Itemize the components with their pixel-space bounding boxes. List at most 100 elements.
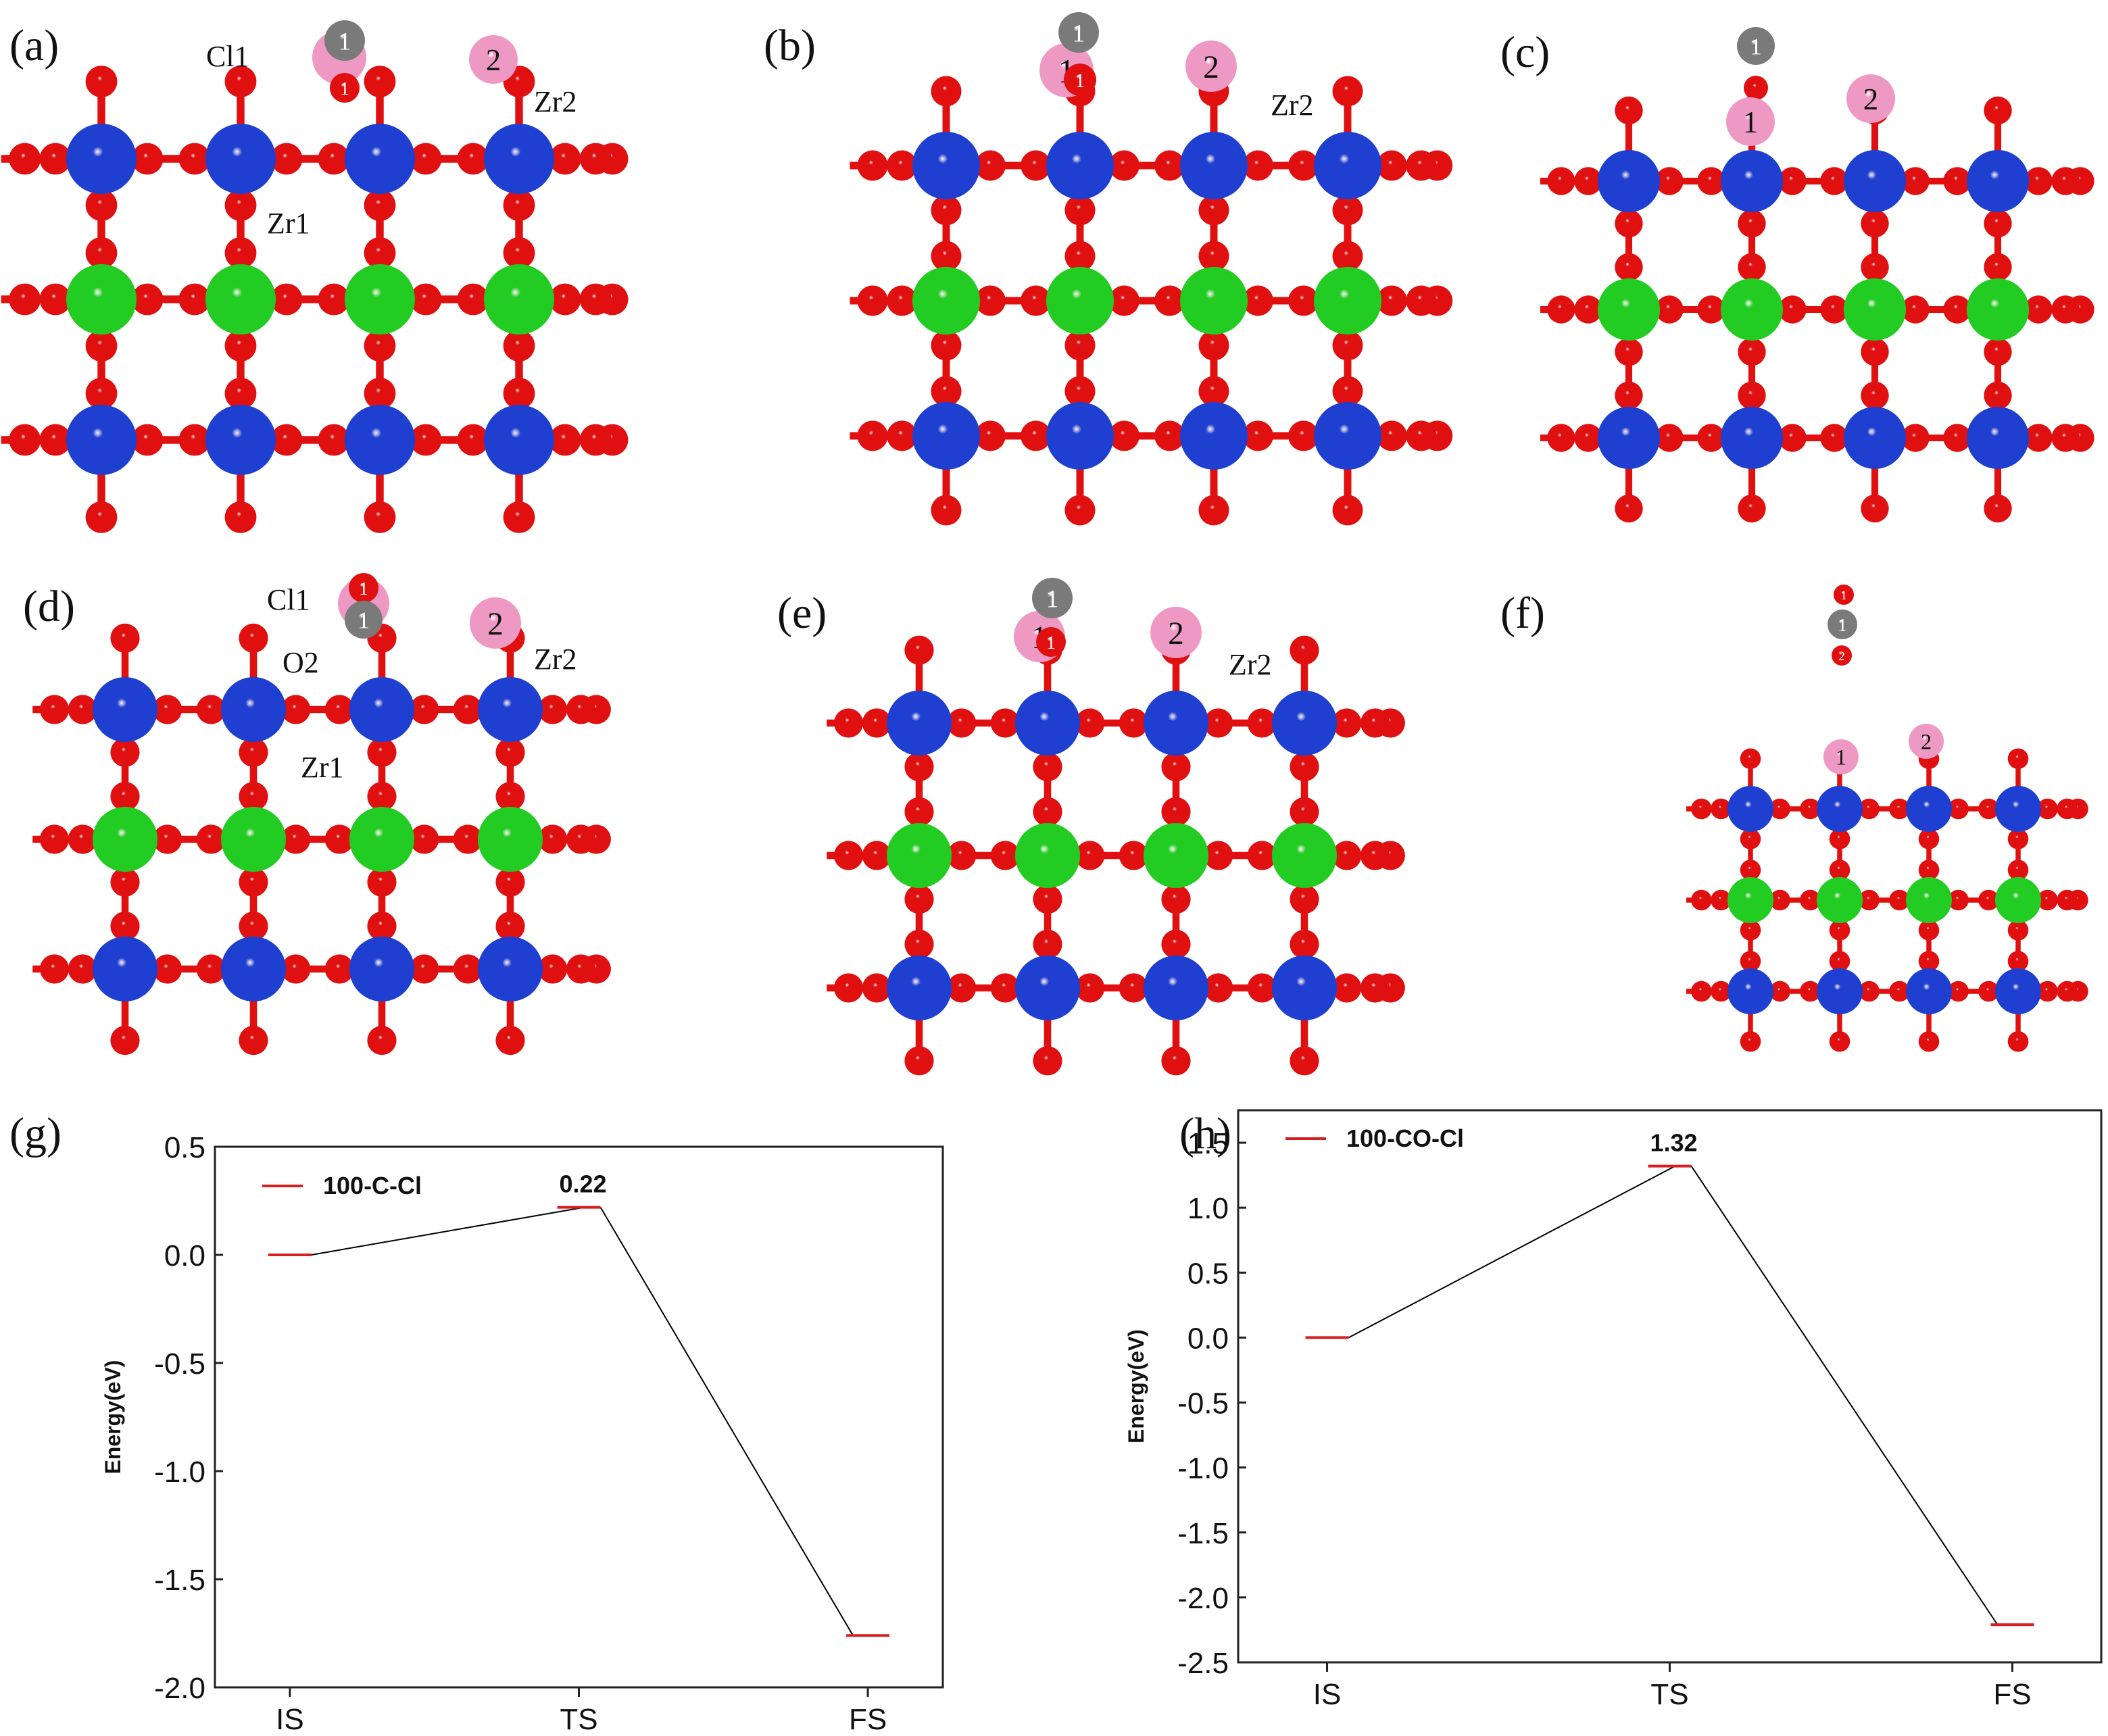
zirconium-atom <box>1598 150 1660 212</box>
oxygen-atom <box>975 420 1006 451</box>
oxygen-atom <box>1161 885 1191 914</box>
yttrium-atom <box>66 264 137 334</box>
oxygen-atom <box>318 143 350 175</box>
oxygen-atom <box>1918 951 1940 972</box>
panel-label-c: (c) <box>1500 28 1550 77</box>
oxygen-atom <box>239 867 268 897</box>
oxygen-atom <box>495 737 525 767</box>
oxygen-atom <box>1655 424 1684 452</box>
oxygen-atom <box>1984 494 2012 523</box>
oxygen-atom <box>153 954 182 984</box>
oxygen-atom <box>1574 424 1602 452</box>
oxygen-atom <box>1021 420 1052 451</box>
yttrium-atom <box>912 267 980 334</box>
carbon-atom <box>1828 610 1857 639</box>
oxygen-atom <box>178 283 211 316</box>
oxygen-atom <box>1769 889 1790 911</box>
oxygen-atom <box>990 841 1020 870</box>
oxygen-atom <box>1204 708 1233 738</box>
oxygen-atom <box>1918 1031 1940 1052</box>
oxygen-atom <box>857 150 888 181</box>
oxygen-atom <box>1829 1031 1850 1052</box>
oxygen-atom <box>947 841 977 870</box>
zirconium-atom <box>93 937 157 1001</box>
oxygen-atom <box>224 66 257 97</box>
oxygen-atom <box>453 695 483 724</box>
oxygen-atom <box>1740 920 1761 941</box>
oxygen-atom <box>1691 981 1712 1002</box>
zirconium-atom <box>93 677 157 742</box>
oxygen-atom <box>1740 828 1761 849</box>
oxygen-atom <box>904 1046 934 1076</box>
chlorine-atom <box>1909 724 1944 759</box>
oxygen-atom <box>2051 167 2080 195</box>
oxygen-atom <box>1288 150 1319 181</box>
carbon-atom <box>1032 578 1073 618</box>
oxygen-atom <box>39 695 70 724</box>
oxygen-atom <box>367 867 397 897</box>
zirconium-atom <box>345 405 415 475</box>
oxygen-atom <box>364 330 396 362</box>
atom-index-label: 1 <box>1046 586 1059 614</box>
oxygen-atom <box>364 501 396 533</box>
oxygen-atom <box>457 143 489 175</box>
atom-annotation: Cl1 <box>267 583 310 616</box>
oxygen-atom <box>367 912 397 941</box>
oxygen-atom <box>2057 889 2078 911</box>
oxygen-atom <box>1242 285 1273 316</box>
yttrium-atom <box>205 264 276 334</box>
oxygen-atom <box>503 237 535 269</box>
oxygen-atom <box>1290 752 1319 782</box>
oxygen-atom <box>1075 973 1105 1003</box>
atom-index-label: 1 <box>1743 105 1759 139</box>
oxygen-atom <box>1769 981 1790 1002</box>
oxygen-atom <box>281 695 311 724</box>
oxygen-atom <box>495 912 525 941</box>
oxygen-atom <box>364 237 396 269</box>
yttrium-atom <box>1721 278 1783 341</box>
oxygen-atom <box>549 143 581 175</box>
oxygen-atom <box>566 824 596 854</box>
oxygen-atom <box>1800 889 1821 911</box>
value-annotation: 1.32 <box>1650 1129 1697 1157</box>
oxygen-atom <box>1861 209 1889 238</box>
oxygen-atom <box>110 1026 140 1056</box>
atom-annotation: Zr2 <box>1229 648 1272 681</box>
panel-label-b: (b) <box>764 21 816 70</box>
atom-annotation: Zr2 <box>534 643 577 676</box>
x-tick-label: TS <box>560 1703 597 1736</box>
oxygen-atom <box>1033 797 1062 826</box>
oxygen-atom <box>904 752 934 782</box>
panel-label-d: (d) <box>23 582 75 631</box>
oxygen-atom <box>1740 748 1761 770</box>
oxygen-atom <box>1829 920 1850 941</box>
oxygen-atom <box>1376 150 1407 181</box>
oxygen-atom <box>2007 860 2029 881</box>
y-tick-label: -1.0 <box>154 1456 205 1489</box>
panel-label-a: (a) <box>9 21 59 70</box>
oxygen-atom <box>453 824 483 854</box>
y-tick-label: -0.5 <box>154 1347 205 1381</box>
oxygen-atom <box>1064 330 1096 361</box>
oxygen-atom <box>110 782 140 812</box>
zirconium-atom <box>1727 968 1773 1014</box>
zirconium-atom <box>205 405 276 475</box>
oxygen-atom <box>85 66 118 97</box>
zirconium-atom <box>1598 407 1660 469</box>
y-tick-label: -1.0 <box>1177 1452 1229 1485</box>
atom-index-label: 2 <box>1863 82 1879 116</box>
atom-annotation: O2 <box>283 646 319 679</box>
atom-annotation: Zr2 <box>534 85 577 118</box>
oxygen-atom <box>110 737 140 767</box>
structure-panel-c: 1 1 2 <box>1540 27 2094 523</box>
oxygen-atom <box>85 501 118 533</box>
oxygen-atom <box>196 954 226 984</box>
zirconium-atom <box>478 677 543 742</box>
oxygen-atom <box>1901 167 1930 195</box>
carbon-atom <box>345 601 383 639</box>
oxygen-atom <box>931 330 962 361</box>
zirconium-atom <box>1015 956 1080 1020</box>
oxygen-atom <box>110 867 140 897</box>
oxygen-atom <box>1615 381 1643 410</box>
oxygen-atom <box>1075 841 1105 870</box>
